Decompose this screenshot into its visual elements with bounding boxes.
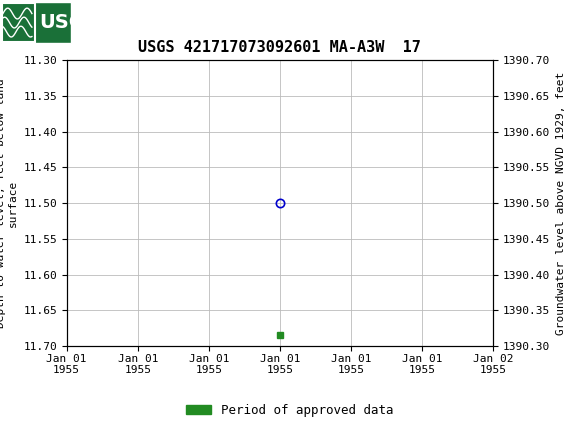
Bar bbox=[1, 2, 71, 43]
Text: USGS: USGS bbox=[39, 13, 99, 32]
Bar bbox=[2, 3, 35, 42]
Y-axis label: Groundwater level above NGVD 1929, feet: Groundwater level above NGVD 1929, feet bbox=[556, 71, 566, 335]
Title: USGS 421717073092601 MA-A3W  17: USGS 421717073092601 MA-A3W 17 bbox=[139, 40, 421, 55]
Y-axis label: Depth to water level, feet below land
surface: Depth to water level, feet below land su… bbox=[0, 78, 17, 328]
Legend: Period of approved data: Period of approved data bbox=[181, 399, 399, 421]
